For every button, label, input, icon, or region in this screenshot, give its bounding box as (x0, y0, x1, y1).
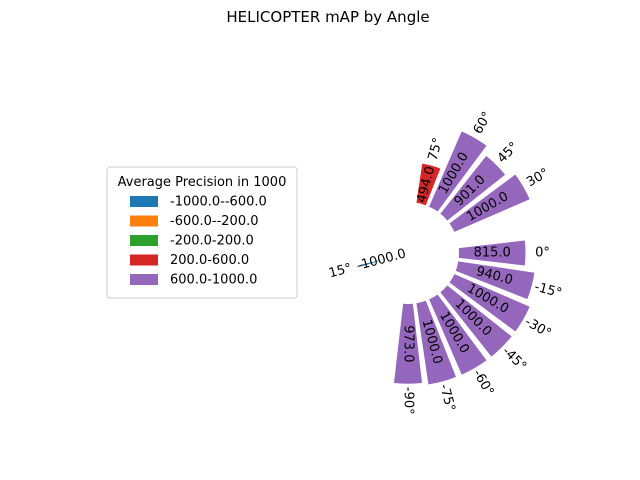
angle-tick-label: -30° (522, 315, 554, 342)
legend-swatch (130, 235, 158, 246)
angle-tick-label: 0° (535, 246, 550, 261)
bar--45° (437, 282, 515, 360)
legend-label: 200.0-600.0 (170, 253, 249, 268)
legend-label: 600.0-1000.0 (170, 273, 257, 288)
bar-15° (358, 252, 409, 270)
angle-tick-label: 60° (471, 109, 496, 136)
legend-swatch (130, 196, 158, 207)
bar-60° (426, 128, 490, 215)
angle-tick-label: 15° (327, 261, 353, 281)
angle-tick-label: -75° (436, 383, 458, 414)
angle-tick-label: -15° (533, 280, 564, 302)
legend-swatch (130, 215, 158, 227)
angle-tick-label: 75° (426, 136, 446, 162)
legend-label: -600.0--200.0 (170, 214, 259, 229)
angle-tick-label: -90° (401, 387, 416, 415)
legend-swatch (130, 274, 158, 285)
angle-tick-label: 45° (495, 139, 522, 166)
bars-group (358, 128, 537, 387)
bar--90° (391, 301, 425, 386)
bar--75° (414, 298, 459, 387)
bar-45° (437, 153, 508, 224)
legend-label: -200.0-200.0 (170, 234, 254, 249)
legend-swatch (130, 254, 158, 266)
angle-tick-label: -60° (470, 367, 497, 399)
bar--60° (426, 291, 490, 378)
bar-value-label: -1000.0 (355, 246, 407, 273)
legend-title: Average Precision in 1000 (118, 175, 287, 190)
bar--30° (446, 271, 533, 335)
chart-title: HELICOPTER mAP by Angle (226, 8, 429, 26)
bar-value-label: 815.0 (474, 246, 511, 261)
legend-label: -1000.0--600.0 (170, 195, 267, 210)
bar-75° (414, 161, 443, 208)
bar-0° (456, 238, 528, 268)
angle-tick-label: -45° (499, 344, 529, 374)
bar-30° (446, 171, 533, 235)
legend: Average Precision in 1000 -1000.0--600.0… (106, 166, 298, 299)
bar-value-label: 973.0 (401, 325, 416, 362)
legend-entries: -1000.0--600.0 -600.0--200.0 -200.0-200.0 2… (130, 195, 267, 288)
bar--15° (453, 259, 537, 302)
angle-tick-label: 30° (524, 166, 551, 191)
